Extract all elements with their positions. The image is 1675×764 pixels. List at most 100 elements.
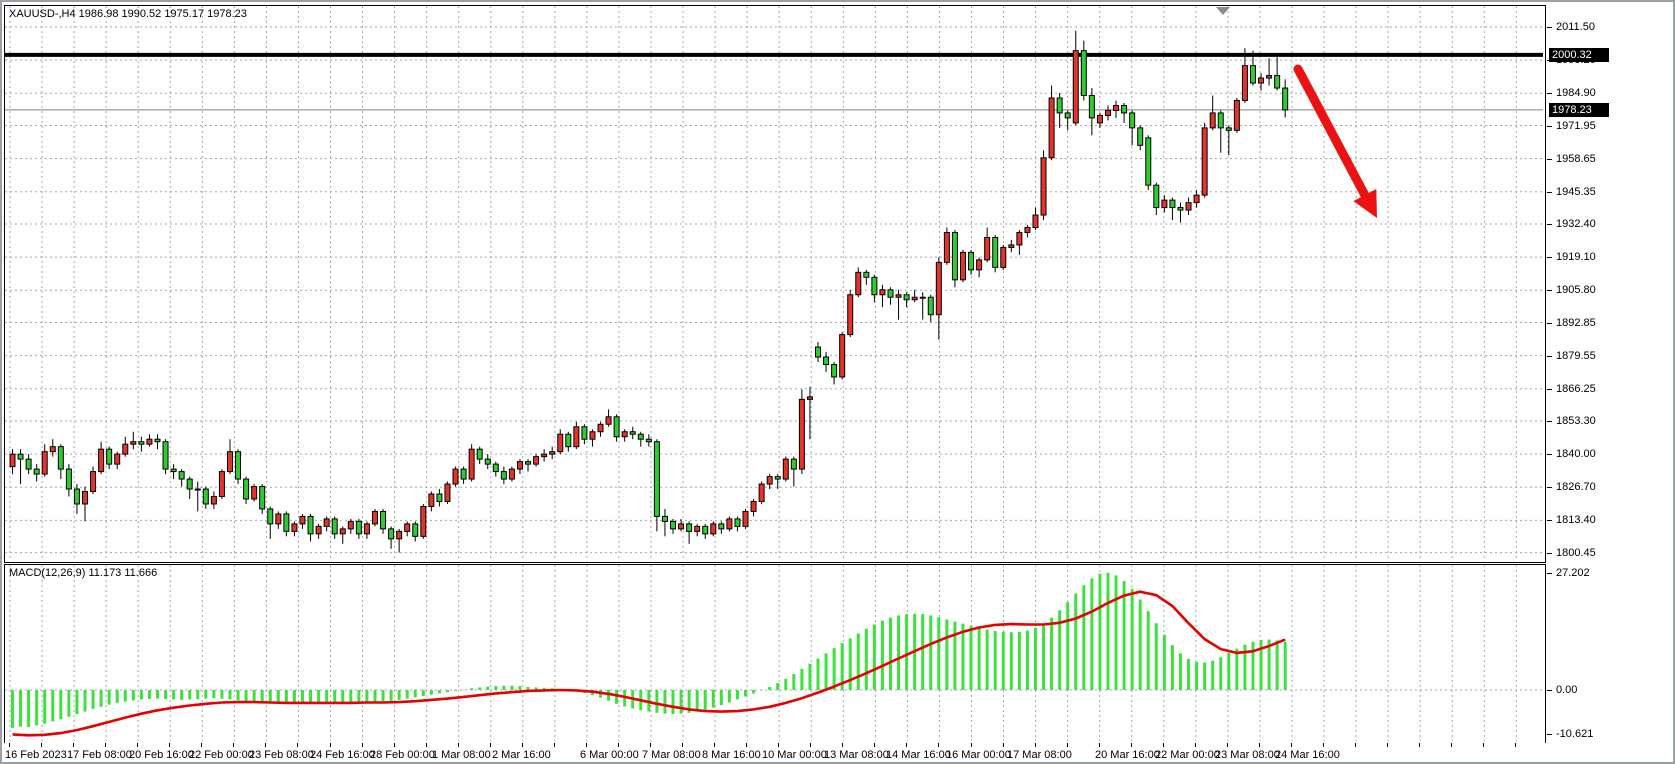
macd-signal-line xyxy=(12,590,1286,737)
macd-axis-label: 0.00 xyxy=(1556,684,1578,696)
time-axis-tick xyxy=(1226,743,1228,747)
price-chart-panel[interactable]: XAUUSD-,H4 1986.98 1990.52 1975.17 1978.… xyxy=(4,5,1546,563)
candle-body xyxy=(98,448,105,473)
candle-body xyxy=(806,396,813,400)
candle-body xyxy=(106,448,113,465)
candle-body xyxy=(57,446,64,470)
time-axis-tick xyxy=(201,743,203,747)
candle-body xyxy=(363,523,370,535)
axis-tick xyxy=(1547,355,1552,357)
chart-ohlc-title: XAUUSD-,H4 1986.98 1990.52 1975.17 1978.… xyxy=(9,8,247,20)
candle-body xyxy=(581,426,588,440)
price-axis-label: 1892.85 xyxy=(1556,316,1596,329)
candle-body xyxy=(500,471,507,480)
candle-body xyxy=(927,296,934,316)
candle-body xyxy=(718,523,725,530)
chart-shift-marker[interactable] xyxy=(1216,7,1230,15)
candle-body xyxy=(178,471,185,480)
time-axis-tick xyxy=(906,743,908,747)
time-axis-label: 2 Mar 16:00 xyxy=(492,749,551,761)
time-axis-tick xyxy=(361,743,363,747)
candle-body xyxy=(565,433,572,448)
candle-body xyxy=(243,478,250,500)
macd-value-axis[interactable]: 27.202 0.00 -10.621 xyxy=(1547,564,1673,742)
time-axis-tick xyxy=(329,743,331,747)
time-axis-label: 23 Feb 08:00 xyxy=(249,749,314,761)
candle-body xyxy=(444,483,451,502)
candle-body xyxy=(911,296,918,301)
candle-body xyxy=(275,513,282,525)
candle-body xyxy=(1072,50,1079,124)
candle-body xyxy=(452,468,459,485)
time-axis-tick xyxy=(1323,743,1325,747)
time-axis[interactable]: 16 Feb 2023 17 Feb 08:00 20 Feb 16:00 22 Fe… xyxy=(2,743,1673,762)
time-axis-tick xyxy=(714,743,716,747)
time-axis-tick xyxy=(521,743,523,747)
time-axis-tick xyxy=(265,743,267,747)
candle-body xyxy=(1000,246,1007,268)
candle-body xyxy=(33,468,40,475)
axis-tick xyxy=(1547,388,1552,390)
time-axis-tick xyxy=(297,743,299,747)
down-arrow-head[interactable] xyxy=(1353,188,1377,218)
candle-body xyxy=(943,231,950,263)
axis-tick xyxy=(1547,93,1552,95)
price-axis-label: 1932.40 xyxy=(1556,218,1596,230)
candlestick-chart[interactable] xyxy=(5,6,1543,560)
candle-body xyxy=(516,461,523,470)
candle-body xyxy=(1241,65,1248,101)
candle-body xyxy=(790,458,797,470)
candle-body xyxy=(951,231,958,281)
time-axis-tick xyxy=(73,743,75,747)
macd-chart[interactable] xyxy=(5,565,1543,741)
candle-body xyxy=(380,510,387,530)
candle-body xyxy=(1282,87,1289,111)
candle-body xyxy=(919,296,926,299)
down-arrow-annotation[interactable] xyxy=(1293,64,1370,200)
candle-body xyxy=(1008,244,1015,248)
axis-tick xyxy=(1547,224,1552,225)
candle-body xyxy=(935,261,942,316)
price-axis[interactable]: 2011.501998.201984.901971.951958.651945.… xyxy=(1547,5,1673,563)
candle-body xyxy=(839,334,846,378)
candle-body xyxy=(1249,65,1256,84)
candle-body xyxy=(871,276,878,296)
time-axis-label: 16 Mar 00:00 xyxy=(946,749,1011,761)
time-axis-tick xyxy=(1066,743,1068,747)
price-axis-label: 1800.45 xyxy=(1556,546,1596,559)
candle-body xyxy=(114,453,121,465)
candle-body xyxy=(331,518,338,535)
time-axis-tick xyxy=(169,743,171,747)
candle-body xyxy=(661,515,668,522)
time-axis-tick xyxy=(105,743,107,747)
candle-body xyxy=(1056,97,1063,114)
candle-body xyxy=(879,289,886,296)
axis-tick xyxy=(1547,421,1552,423)
candle-body xyxy=(420,505,427,537)
time-axis-tick xyxy=(1483,743,1485,747)
time-axis-tick xyxy=(842,743,844,747)
time-axis-tick xyxy=(1162,743,1164,747)
candle-body xyxy=(984,236,991,261)
candle-body xyxy=(750,500,757,512)
candle-body xyxy=(259,486,266,510)
candle-body xyxy=(138,441,145,445)
candle-body xyxy=(49,446,56,453)
candle-body xyxy=(823,356,830,365)
time-axis-label: 28 Feb 00:00 xyxy=(370,749,435,761)
candle-body xyxy=(81,491,88,505)
time-axis-tick xyxy=(1034,743,1036,747)
macd-indicator-panel[interactable]: MACD(12,26,9) 11.173 11.666 xyxy=(4,564,1546,744)
candle-body xyxy=(798,398,805,470)
price-axis-label: 2011.50 xyxy=(1556,21,1595,33)
macd-indicator-label: MACD(12,26,9) 11.173 11.666 xyxy=(9,567,158,579)
candle-body xyxy=(1024,227,1031,233)
candle-body xyxy=(613,416,620,438)
candle-body xyxy=(1145,137,1152,186)
candle-body xyxy=(959,251,966,281)
candle-body xyxy=(670,520,677,530)
candle-body xyxy=(533,456,540,465)
price-axis-label: 1813.40 xyxy=(1556,514,1596,527)
time-axis-tick xyxy=(1419,743,1421,747)
candle-body xyxy=(1201,127,1208,196)
